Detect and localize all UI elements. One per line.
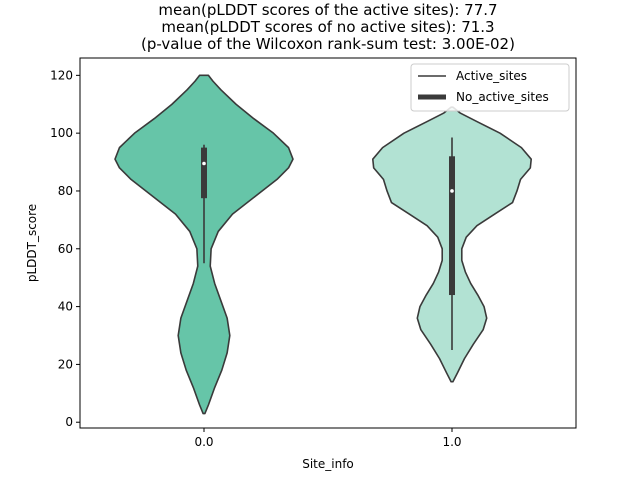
x-tick-label: 1.0 — [442, 435, 461, 449]
legend: Active_sites No_active_sites — [410, 63, 570, 112]
x-axis-ticks: 0.0 1.0 — [194, 428, 462, 449]
y-tick-label: 120 — [50, 68, 73, 82]
y-tick-label: 40 — [58, 300, 73, 314]
legend-label-active-sites: Active_sites — [456, 69, 527, 83]
legend-box — [410, 63, 570, 112]
y-tick-label: 20 — [58, 357, 73, 371]
legend-label-no-active-sites: No_active_sites — [456, 90, 549, 104]
violin-median-dot — [202, 161, 206, 166]
violin-iqr-box — [449, 156, 455, 296]
y-axis-label: pLDDT_score — [25, 204, 39, 282]
violin-series — [114, 74, 533, 415]
y-axis-ticks: 0 20 40 60 80 100 120 — [50, 68, 80, 429]
chart-title-line-3: (p-value of the Wilcoxon rank-sum test: … — [141, 35, 515, 53]
x-tick-label: 0.0 — [194, 435, 213, 449]
chart-title-line-1: mean(pLDDT scores of the active sites): … — [158, 1, 497, 19]
y-tick-label: 0 — [65, 415, 73, 429]
violin-median-dot — [450, 189, 454, 193]
violin-iqr-box — [201, 147, 207, 199]
y-tick-label: 100 — [50, 126, 73, 140]
chart-title-line-2: mean(pLDDT scores of no active sites): 7… — [161, 18, 494, 36]
y-tick-label: 60 — [58, 242, 73, 256]
plot-frame — [79, 57, 577, 429]
y-tick-label: 80 — [58, 184, 73, 198]
x-axis-label: Site_info — [302, 457, 354, 471]
